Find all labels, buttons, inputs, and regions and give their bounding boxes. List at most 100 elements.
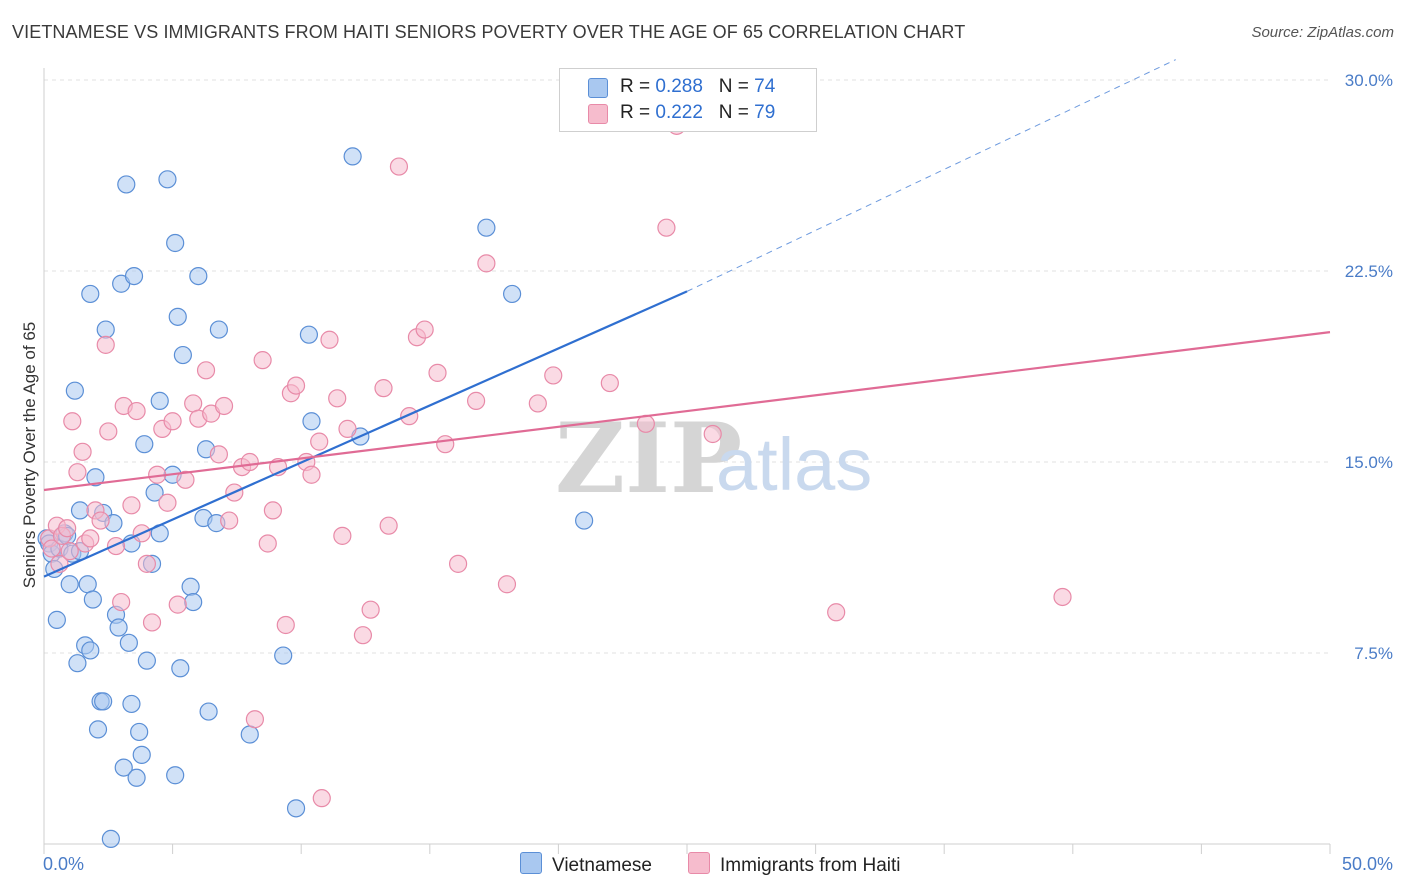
vietnamese-point <box>477 218 496 237</box>
vietnamese-point <box>114 758 133 777</box>
haiti-point <box>137 554 156 573</box>
trend-lines <box>43 59 1331 578</box>
haiti-point <box>361 600 380 619</box>
legend-n-value: 79 <box>754 102 776 123</box>
watermark: ZIP atlas <box>555 402 872 515</box>
bottom-legend-haiti: Immigrants from Haiti <box>688 852 901 877</box>
haiti-point <box>302 465 321 484</box>
haiti-point <box>42 539 61 558</box>
haiti-point <box>703 424 722 444</box>
haiti-point <box>127 401 146 421</box>
legend-n-label: N = <box>718 76 755 97</box>
vietnamese-point <box>575 511 594 530</box>
vietnamese-point <box>132 745 151 764</box>
vietnamese-point <box>168 307 187 326</box>
haiti-point <box>214 396 234 416</box>
vietnamese-point <box>189 266 208 286</box>
vietnamese-point <box>81 284 100 304</box>
haiti-point <box>253 351 272 370</box>
vietnamese-point <box>137 651 156 670</box>
legend-r-value: 0.288 <box>655 76 703 97</box>
haiti-point <box>276 615 295 635</box>
watermark-atlas: atlas <box>716 423 872 506</box>
haiti-point <box>112 592 131 612</box>
haiti-point <box>389 157 409 176</box>
haiti-point <box>312 789 331 808</box>
legend-r-label: R = <box>620 102 656 123</box>
haiti-point <box>415 320 434 339</box>
haiti-point <box>99 422 118 441</box>
vietnamese-point <box>60 575 79 594</box>
legend-swatch-pink <box>588 104 608 124</box>
vietnamese-point <box>101 829 120 849</box>
haiti-point <box>436 435 455 454</box>
vietnamese-point <box>94 692 113 711</box>
vietnamese-point <box>274 646 293 665</box>
vietnamese-point <box>343 147 362 166</box>
vietnamese-point <box>302 412 321 431</box>
haiti-point <box>477 254 496 273</box>
vietnamese-point <box>119 633 138 652</box>
legend-swatch-blue <box>588 78 608 98</box>
haiti-point <box>58 519 77 538</box>
haiti-trend-line <box>43 331 1331 492</box>
vietnamese-point <box>117 175 136 194</box>
haiti-point <box>328 389 347 408</box>
vietnamese-point <box>166 233 185 253</box>
y-tick-label: 15.0% <box>1345 453 1393 472</box>
haiti-point <box>258 534 277 553</box>
haiti-point <box>827 603 846 622</box>
vietnamese-point <box>124 266 144 286</box>
haiti-point <box>209 445 228 464</box>
axes <box>43 68 1331 854</box>
haiti-point <box>286 376 306 395</box>
bottom-legend-label: Vietnamese <box>552 855 652 876</box>
haiti-point <box>448 554 468 573</box>
vietnamese-trend-line <box>43 290 688 578</box>
haiti-point <box>60 542 79 561</box>
haiti-point <box>466 391 486 410</box>
vietnamese-point <box>166 766 185 785</box>
legend-r-label: R = <box>620 76 656 97</box>
vietnamese-point <box>70 501 90 520</box>
haiti-point <box>168 595 187 614</box>
legend-n-label: N = <box>718 102 755 123</box>
haiti-point <box>240 452 259 472</box>
vietnamese-point <box>503 284 522 304</box>
vietnamese-point <box>47 610 66 629</box>
vietnamese-point <box>184 592 203 612</box>
haiti-point <box>68 463 87 482</box>
vietnamese-point <box>81 641 100 660</box>
vietnamese-point <box>286 799 306 818</box>
haiti-point <box>338 419 357 438</box>
y-tick-labels: 7.5% 15.0% 22.5% 30.0% <box>1345 71 1393 663</box>
vietnamese-point <box>171 659 190 678</box>
vietnamese-point <box>78 575 97 594</box>
vietnamese-point <box>181 577 200 596</box>
haiti-point <box>497 575 517 594</box>
bottom-legend-swatch-blue <box>520 852 542 874</box>
haiti-point <box>96 335 115 354</box>
x-tick-label: 0.0% <box>43 854 84 874</box>
y-tick-label: 7.5% <box>1354 644 1393 663</box>
haiti-point <box>379 516 398 535</box>
haiti-point <box>122 496 141 515</box>
haiti-point <box>353 626 373 645</box>
haiti-point <box>184 394 203 413</box>
gridlines <box>44 79 1330 654</box>
haiti-point <box>176 470 195 489</box>
haiti-point <box>657 218 676 237</box>
haiti-point <box>333 526 352 545</box>
haiti-point <box>81 529 100 548</box>
haiti-point <box>220 511 239 530</box>
y-tick-label: 22.5% <box>1345 262 1393 281</box>
vietnamese-point <box>122 694 141 714</box>
haiti-point <box>106 536 126 556</box>
haiti-point <box>73 442 92 461</box>
haiti-point <box>63 412 82 431</box>
vietnamese-trend-extension <box>686 59 1176 292</box>
vietnamese-point <box>68 654 87 673</box>
vietnamese-point <box>96 320 115 339</box>
legend-r-value: 0.222 <box>655 102 703 123</box>
